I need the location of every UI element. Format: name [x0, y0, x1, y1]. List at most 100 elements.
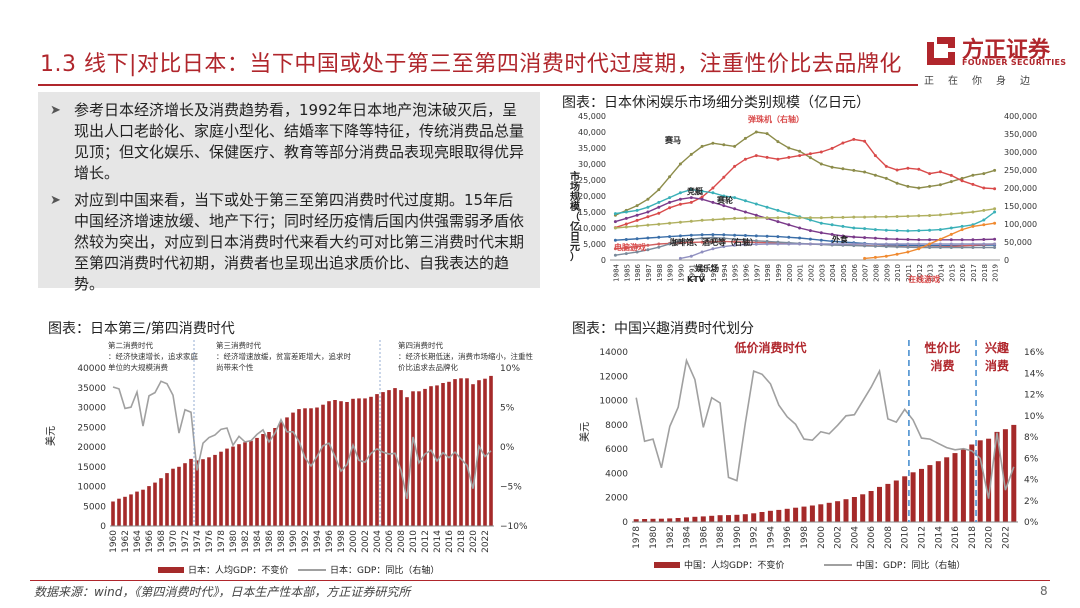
era-label: 低价消费时代	[733, 340, 806, 355]
leisure-data-point	[765, 242, 769, 246]
x-tick-label: 1974	[193, 530, 203, 553]
leisure-x-tick: 2002	[807, 264, 815, 282]
data-source: 数据来源：wind，《第四消费时代》，日本生产性本部，方正证券研究所	[34, 585, 411, 599]
leisure-x-tick: 2016	[959, 263, 967, 281]
leisure-data-point	[754, 130, 758, 134]
leisure-data-point	[884, 245, 888, 249]
leisure-x-tick: 1999	[775, 264, 783, 282]
leisure-data-point	[733, 144, 737, 148]
x-tick-label: 1996	[783, 526, 793, 549]
x-tick-label: 2014	[433, 530, 443, 553]
gdp-per-capita-bar	[123, 496, 127, 526]
gdp-per-capita-bar	[977, 440, 983, 522]
leisure-data-point	[830, 232, 834, 236]
leisure-x-tick: 2003	[818, 264, 826, 282]
leisure-data-point	[971, 182, 975, 186]
y2-tick-label: 16%	[1024, 348, 1044, 358]
gdp-per-capita-bar	[165, 473, 169, 526]
leisure-data-point	[754, 242, 758, 246]
gdp-per-capita-bar	[333, 400, 337, 526]
gdp-per-capita-bar	[297, 409, 301, 526]
bullet-arrow-icon: ➤	[50, 103, 61, 118]
page-title: 1.3 线下|对比日本：当下中国或处于第三至第四消费时代过度期，注重性价比去品牌…	[40, 52, 902, 77]
y-tick-label: 35000	[77, 384, 106, 394]
leisure-data-point	[613, 247, 617, 251]
leisure-data-point	[754, 154, 758, 158]
leisure-data-point	[808, 237, 812, 241]
y2-tick-label: −5%	[500, 483, 522, 493]
leisure-data-point	[635, 237, 639, 241]
leisure-x-tick: 2015	[948, 264, 956, 282]
gdp-per-capita-bar	[843, 499, 849, 522]
leisure-data-point	[863, 139, 867, 143]
leisure-data-point	[776, 235, 780, 239]
leisure-data-point	[700, 197, 704, 201]
leisure-data-point	[982, 172, 986, 176]
leisure-data-point	[873, 228, 877, 232]
leisure-data-point	[635, 224, 639, 228]
leisure-x-tick: 2009	[883, 264, 891, 282]
leisure-data-point	[798, 154, 802, 158]
x-tick-label: 1996	[325, 530, 335, 553]
leisure-data-point	[928, 246, 932, 249]
leisure-x-tick: 1990	[677, 264, 685, 282]
leisure-data-point	[613, 220, 617, 224]
leisure-data-point	[863, 236, 867, 240]
leisure-data-point	[852, 226, 856, 230]
x-tick-label: 1966	[145, 530, 155, 553]
leisure-data-point	[765, 216, 769, 220]
leisure-y-tick: 20,000	[578, 192, 606, 201]
leisure-y2-tick: 200,000	[1004, 184, 1037, 193]
leisure-data-point	[884, 164, 888, 168]
leisure-series-line	[615, 233, 995, 247]
gdp-per-capita-bar	[759, 512, 765, 522]
gdp-per-capita-bar	[261, 434, 265, 526]
leisure-data-point	[776, 157, 780, 161]
leisure-y2-tick: 50,000	[1004, 238, 1032, 247]
leisure-data-point	[743, 234, 747, 237]
gdp-per-capita-bar	[851, 497, 857, 522]
leisure-data-point	[678, 234, 682, 238]
leisure-data-point	[917, 229, 921, 233]
gdp-per-capita-bar	[171, 468, 175, 526]
leisure-data-point	[960, 211, 964, 215]
leisure-data-point	[722, 236, 726, 240]
leisure-data-point	[798, 242, 802, 246]
leisure-data-point	[873, 154, 877, 158]
leisure-data-point	[700, 250, 704, 254]
leisure-y-tick: 15,000	[578, 208, 606, 217]
leisure-data-point	[895, 215, 899, 218]
summary-box: ➤ 参考日本经济增长及消费趋势看，1992年日本地产泡沫破灭后，呈现出人口老龄化…	[38, 92, 540, 293]
leisure-data-point	[700, 240, 704, 244]
leisure-data-point	[776, 140, 780, 144]
leisure-annotation: 电脑游戏	[614, 242, 646, 252]
gdp-per-capita-bar	[742, 514, 748, 522]
leisure-data-point	[819, 221, 823, 225]
leisure-data-point	[928, 184, 932, 188]
footer-divider	[30, 580, 1050, 581]
leisure-data-point	[722, 143, 726, 147]
leisure-data-point	[776, 216, 780, 220]
logo-english-name: FOUNDER SECURITIES	[962, 58, 1067, 67]
x-tick-label: 1982	[666, 526, 676, 549]
leisure-data-point	[765, 205, 769, 209]
leisure-series-line	[680, 243, 995, 260]
leisure-series-line	[615, 188, 996, 232]
leisure-data-point	[863, 170, 867, 174]
leisure-data-point	[787, 146, 791, 150]
gdp-per-capita-bar	[1002, 429, 1008, 522]
leisure-data-point	[841, 224, 845, 228]
leisure-data-point	[754, 216, 758, 220]
gdp-per-capita-bar	[111, 501, 115, 526]
gdp-per-capita-bar	[1011, 424, 1017, 522]
leisure-data-point	[624, 216, 628, 220]
leisure-y-tick: 0	[601, 256, 606, 265]
x-tick-label: 1982	[241, 530, 251, 553]
leisure-data-point	[754, 202, 758, 206]
leisure-data-point	[624, 222, 628, 226]
gdp-per-capita-bar	[860, 494, 866, 522]
japan-y-axis-label: 美元	[44, 426, 57, 446]
leisure-data-point	[873, 244, 877, 248]
x-tick-label: 1978	[632, 526, 642, 549]
leisure-data-point	[711, 191, 715, 195]
